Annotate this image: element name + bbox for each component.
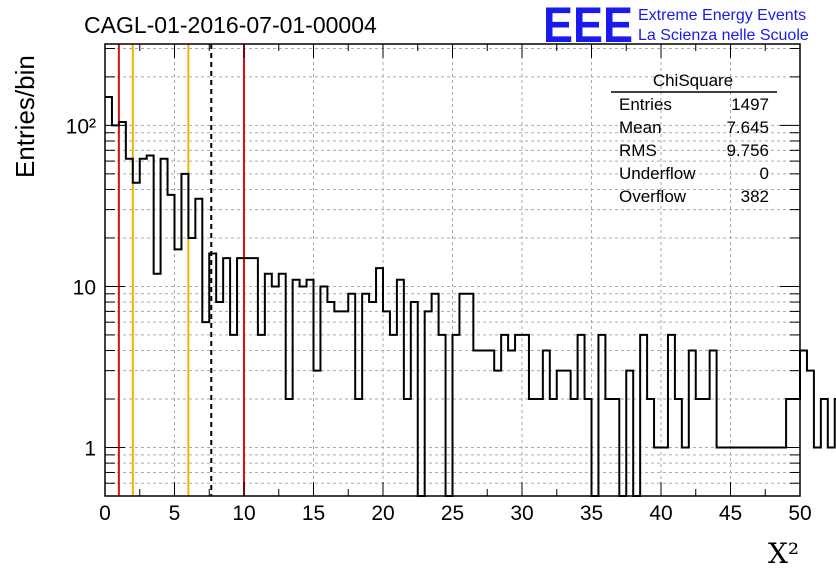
x-tick-label: 40 xyxy=(649,502,672,525)
x-tick-label: 35 xyxy=(580,502,603,525)
stats-row-value: 9.756 xyxy=(726,141,769,160)
stats-row-value: 0 xyxy=(760,164,769,183)
y-tick-label: 1 xyxy=(84,438,96,461)
axis-tick-labels: 0 5 10 15 20 25 30 35 40 45 50 1 10 10² xyxy=(66,115,812,525)
stats-box-title: ChiSquare xyxy=(653,71,733,90)
x-tick-label: 10 xyxy=(232,502,255,525)
x-tick-label: 0 xyxy=(99,502,111,525)
x-tick-label: 20 xyxy=(371,502,394,525)
stats-row-label: Mean xyxy=(619,118,662,137)
x-tick-label: 25 xyxy=(441,502,464,525)
stats-row-label: RMS xyxy=(619,141,657,160)
x-tick-label: 15 xyxy=(302,502,325,525)
stats-row-label: Overflow xyxy=(619,187,687,206)
stats-box-rows: Entries 1497 Mean 7.645 RMS 9.756 Underflow 0 Ov… xyxy=(619,95,769,206)
stats-row-label: Entries xyxy=(619,95,672,114)
stats-row-value: 382 xyxy=(741,187,769,206)
eee-logo-line-2: La Scienza nelle Scuole xyxy=(638,27,809,44)
y-tick-label: 10² xyxy=(66,115,96,138)
y-tick-label: 10 xyxy=(73,276,96,299)
stats-row-value: 1497 xyxy=(731,95,769,114)
stats-row-value: 7.645 xyxy=(726,118,769,137)
eee-logo-line-1: Extreme Energy Events xyxy=(638,7,806,24)
eee-logo: EEE Extreme Energy Events La Scienza nel… xyxy=(543,0,809,53)
x-tick-label: 45 xyxy=(719,502,742,525)
y-axis-title: Entries/bin xyxy=(10,55,40,178)
reference-lines xyxy=(117,44,245,496)
stats-row-label: Underflow xyxy=(619,164,696,183)
axis-ticks xyxy=(104,44,801,497)
x-tick-label: 30 xyxy=(510,502,533,525)
x-axis-title: X² xyxy=(768,537,799,570)
stats-box: ChiSquare Entries 1497 Mean 7.645 RMS 9.756 Un… xyxy=(611,71,777,206)
x-tick-label: 5 xyxy=(169,502,181,525)
x-tick-label: 50 xyxy=(788,502,811,525)
chart-title: CAGL-01-2016-07-01-00004 xyxy=(84,12,377,38)
